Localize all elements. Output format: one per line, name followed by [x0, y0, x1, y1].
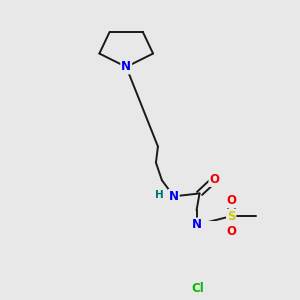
- Text: N: N: [121, 60, 131, 74]
- Text: H: H: [154, 190, 163, 200]
- Text: O: O: [209, 173, 219, 186]
- Text: Cl: Cl: [191, 282, 204, 295]
- Text: O: O: [226, 194, 236, 207]
- Text: N: N: [169, 190, 179, 203]
- Text: S: S: [227, 210, 236, 223]
- Text: N: N: [192, 218, 202, 231]
- Text: O: O: [226, 225, 236, 238]
